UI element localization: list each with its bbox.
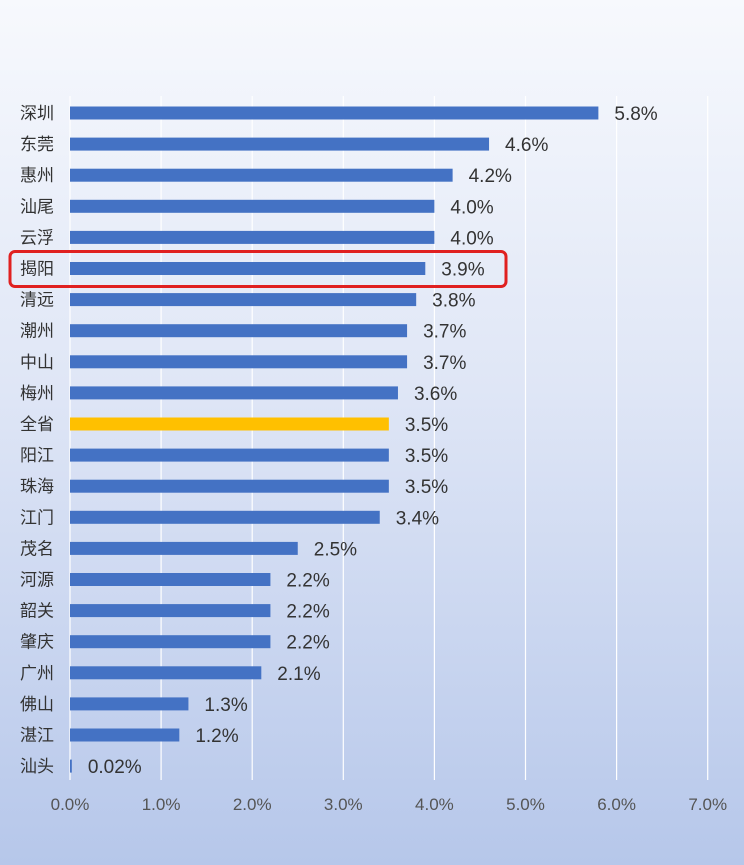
category-label: 清远 [20, 291, 54, 311]
bar [70, 199, 435, 213]
category-label: 江门 [20, 508, 54, 528]
x-tick-label: 0.0% [51, 795, 90, 814]
category-label: 惠州 [20, 166, 54, 186]
bar [70, 759, 72, 773]
data-label: 3.7% [423, 322, 466, 343]
bar [70, 541, 298, 555]
bar [70, 324, 408, 338]
bar [70, 448, 389, 462]
data-label: 1.2% [195, 726, 238, 747]
category-label: 潮州 [20, 322, 54, 342]
category-label: 中山 [20, 353, 54, 373]
data-label: 3.5% [405, 477, 448, 498]
category-label: 广州 [20, 664, 54, 684]
bar [70, 168, 453, 182]
category-label: 韶关 [20, 602, 54, 622]
x-axis-ticks: 0.0% 1.0% 2.0% 3.0% 4.0% 5.0% 6.0% 7.0% [51, 795, 727, 814]
category-label: 梅州 [20, 384, 54, 404]
x-tick-label: 4.0% [415, 795, 454, 814]
data-label: 2.2% [286, 602, 329, 623]
bar [70, 479, 389, 493]
bar [70, 106, 599, 120]
x-tick-label: 1.0% [142, 795, 181, 814]
category-labels: 深圳东莞惠州汕尾云浮揭阳清远潮州中山梅州全省阳江珠海江门茂名河源韶关肇庆广州佛山… [20, 104, 54, 777]
data-label: 2.5% [314, 539, 357, 560]
data-label: 1.3% [204, 695, 247, 716]
category-label: 揭阳 [20, 260, 54, 280]
highlight-box [8, 250, 508, 288]
category-label: 珠海 [20, 477, 54, 497]
data-label: 3.5% [405, 446, 448, 467]
data-label: 4.6% [505, 135, 548, 156]
data-label: 3.7% [423, 353, 466, 374]
category-label: 茂名 [20, 539, 54, 559]
value-labels: 5.8% 4.6% 4.2% 4.0% 4.0% 3.9% 3.8% 3.7% 3.7% 3.6%… [88, 104, 658, 778]
category-label: 河源 [20, 571, 54, 591]
category-label: 深圳 [20, 104, 54, 124]
bar [70, 293, 417, 307]
data-label: 4.2% [469, 166, 512, 187]
x-tick-label: 6.0% [597, 795, 636, 814]
bar [70, 386, 398, 400]
category-label: 阳江 [20, 446, 54, 466]
category-label: 全省 [20, 415, 54, 435]
x-tick-label: 5.0% [506, 795, 545, 814]
data-label: 2.2% [286, 633, 329, 654]
data-label: 2.2% [286, 571, 329, 592]
data-label: 0.02% [88, 757, 142, 778]
data-label: 3.6% [414, 384, 457, 405]
category-label: 湛江 [20, 726, 54, 746]
bar [70, 604, 271, 618]
x-tick-label: 3.0% [324, 795, 363, 814]
x-tick-label: 2.0% [233, 795, 272, 814]
data-label: 4.0% [450, 197, 493, 218]
bar [70, 262, 426, 275]
bar [70, 728, 180, 742]
bar [70, 355, 408, 369]
category-label: 汕尾 [20, 197, 54, 217]
category-label: 佛山 [20, 695, 54, 715]
highlight-outline [8, 250, 508, 288]
bar [70, 417, 389, 431]
data-label: 2.1% [277, 664, 320, 685]
bars [70, 106, 599, 773]
category-label: 汕头 [20, 757, 54, 777]
category-label: 云浮 [20, 228, 54, 248]
bar [70, 573, 271, 586]
bar [70, 137, 490, 151]
bar [70, 510, 380, 524]
category-label: 肇庆 [20, 633, 54, 653]
x-tick-label: 7.0% [688, 795, 727, 814]
data-label: 3.9% [441, 260, 484, 281]
data-label: 5.8% [614, 104, 657, 125]
data-label: 3.8% [432, 291, 475, 312]
data-label: 4.0% [450, 228, 493, 249]
bar [70, 697, 189, 711]
data-label: 3.5% [405, 415, 448, 436]
bar [70, 666, 262, 680]
bar [70, 230, 435, 244]
bar [70, 635, 271, 649]
category-label: 东莞 [20, 135, 54, 155]
data-label: 3.4% [396, 508, 439, 529]
